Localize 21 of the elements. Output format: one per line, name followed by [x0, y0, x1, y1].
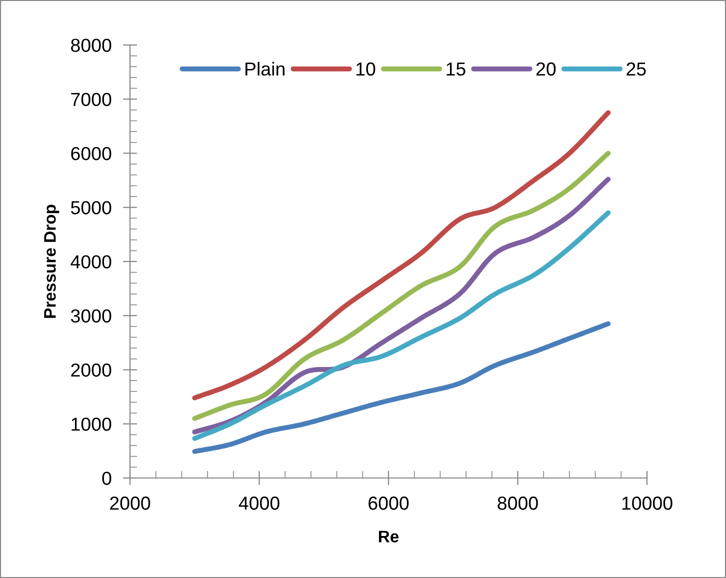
- y-tick-label: 5000: [70, 201, 112, 214]
- y-axis-title: Pressure Drop: [44, 204, 60, 318]
- y-tick-label: 8000: [71, 38, 112, 52]
- y-tick-label: 4000: [70, 255, 112, 268]
- x-tick-label: 2000: [110, 496, 150, 510]
- y-tick-label: 2000: [71, 363, 112, 377]
- y-tick-label: 1000: [72, 418, 112, 431]
- legend-label: 25: [626, 62, 646, 76]
- x-axis-title: Re: [378, 530, 399, 542]
- x-tick-label: 6000: [368, 496, 409, 510]
- x-tick-label: 4000: [238, 496, 280, 510]
- x-tick-label: 10000: [622, 496, 672, 510]
- y-tick-label: 3000: [70, 309, 112, 323]
- y-tick-label: 7000: [71, 92, 112, 106]
- legend-label: 10: [356, 62, 376, 76]
- x-tick-label: 8000: [498, 496, 538, 510]
- legend-label: Plain: [246, 62, 284, 76]
- legend-label: 20: [536, 62, 556, 76]
- y-tick-label: 6000: [71, 146, 112, 160]
- legend-label: 15: [446, 62, 466, 76]
- y-tick-label: 0: [102, 472, 112, 485]
